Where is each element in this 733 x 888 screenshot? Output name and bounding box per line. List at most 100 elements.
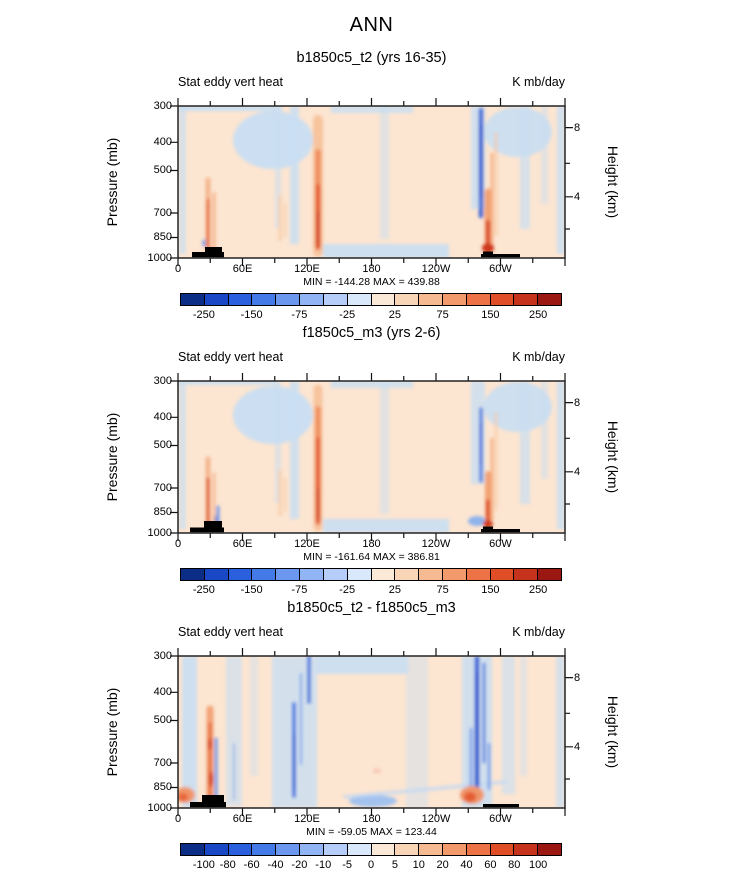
pressure-tick-labels: 300 400 500 700 850 1000 <box>128 650 172 814</box>
plot-frame <box>177 105 566 259</box>
axis-ticks <box>170 98 573 266</box>
longitude-tick: 60E <box>232 813 253 825</box>
pressure-tick: 400 <box>153 136 172 149</box>
pressure-axis-label: Pressure (mb) <box>104 687 120 777</box>
height-tick: 8 <box>574 121 581 134</box>
contour-plot-difference <box>170 648 573 816</box>
panel-difference: b1850c5_t2 - f1850c5_m3 Stat eddy vert h… <box>0 600 733 875</box>
colorbar-label: -20 <box>291 859 308 871</box>
height-tick: 4 <box>574 190 581 203</box>
contour-plot-b1850c5_t2 <box>170 98 573 266</box>
colorbar-label: -5 <box>342 859 353 871</box>
colorbar-label: -75 <box>291 309 308 321</box>
colorbar-label: 150 <box>481 584 500 596</box>
colorbar-label: 250 <box>528 309 548 321</box>
colorbar-segment <box>181 569 205 580</box>
colorbar-segment <box>347 569 372 580</box>
field-label: Stat eddy vert heat <box>178 350 283 364</box>
colorbar-label: -40 <box>267 859 284 871</box>
colorbar <box>180 843 562 856</box>
pressure-tick: 850 <box>153 781 172 794</box>
colorbar-labels: -250 -150 -75 -25 25 75 150 250 <box>180 309 562 321</box>
colorbar <box>180 293 562 306</box>
colorbar-segment <box>490 569 515 580</box>
colorbar-segment <box>276 294 301 305</box>
units-label: K mb/day <box>512 75 565 89</box>
colorbar-label: 25 <box>388 584 401 596</box>
colorbar-segment <box>204 844 229 855</box>
colorbar-segment <box>466 844 491 855</box>
height-tick: 4 <box>574 740 581 753</box>
longitude-tick: 120W <box>421 813 451 825</box>
colorbar-label: -25 <box>339 584 356 596</box>
colorbar-segment <box>442 844 467 855</box>
colorbar-label: -25 <box>339 309 356 321</box>
colorbar-segment <box>347 294 372 305</box>
units-label: K mb/day <box>512 625 565 639</box>
colorbar-label: 75 <box>436 309 449 321</box>
colorbar-segment <box>300 294 324 305</box>
cool-anomalies <box>178 106 565 258</box>
colorbar-segment <box>442 294 467 305</box>
longitude-tick: 60W <box>489 813 512 825</box>
plot-frame <box>177 380 566 534</box>
colorbar-label: -60 <box>243 859 260 871</box>
colorbar-label: 10 <box>412 859 425 871</box>
colorbar-labels: -100 -80 -60 -40 -20 -10 -5 0 5 10 20 40 60 80 100 <box>180 859 562 871</box>
height-tick: 8 <box>574 396 581 409</box>
min-max-stats: MIN = -161.64 MAX = 386.81 <box>303 551 440 563</box>
colorbar-segment <box>228 844 253 855</box>
colorbar <box>180 568 562 581</box>
cool-jets <box>214 656 507 806</box>
plot-corner-labels: Stat eddy vert heat K mb/day <box>178 350 565 364</box>
colorbar-segment <box>395 844 420 855</box>
warm-core <box>483 520 493 528</box>
colorbar-label: -10 <box>315 859 332 871</box>
colorbar-label: 60 <box>484 859 497 871</box>
pressure-axis-label: Pressure (mb) <box>104 137 120 227</box>
contour-plot-f1850c5_m3 <box>170 373 573 541</box>
panel-b1850c5_t2: b1850c5_t2 (yrs 16-35) Stat eddy vert he… <box>0 50 733 325</box>
colorbar-segment <box>371 569 396 580</box>
warm-core <box>482 243 494 253</box>
colorbar-segment <box>228 569 253 580</box>
pressure-tick: 500 <box>153 714 172 727</box>
axis-ticks <box>170 373 573 541</box>
colorbar-label: 40 <box>460 859 473 871</box>
pressure-tick: 1000 <box>147 527 172 539</box>
pressure-tick: 850 <box>153 506 172 519</box>
colorbar-segment <box>419 844 443 855</box>
longitude-tick: 120W <box>421 538 451 550</box>
colorbar-segment <box>300 569 324 580</box>
min-max-stats: MIN = -59.05 MAX = 123.44 <box>306 826 437 838</box>
pressure-axis-label: Pressure (mb) <box>104 412 120 502</box>
plot-frame <box>177 655 566 809</box>
panel-title: b1850c5_t2 - f1850c5_m3 <box>287 600 456 616</box>
colorbar-segment <box>538 294 561 305</box>
colorbar-segment <box>228 294 253 305</box>
longitude-tick: 60W <box>489 263 512 275</box>
colorbar-label: -250 <box>192 309 215 321</box>
topography <box>192 247 520 258</box>
colorbar-segment <box>323 294 348 305</box>
colorbar-segment <box>490 294 515 305</box>
colorbar-label: -250 <box>192 584 215 596</box>
colorbar-segment <box>181 844 205 855</box>
colorbar-label: 250 <box>528 584 548 596</box>
colorbar-segment <box>466 569 491 580</box>
colorbar-label: 75 <box>436 584 449 596</box>
longitude-tick: 0 <box>174 813 182 825</box>
min-max-stats: MIN = -144.28 MAX = 439.88 <box>303 276 440 288</box>
longitude-tick: 120W <box>421 263 451 275</box>
colorbar-label: 25 <box>388 309 401 321</box>
colorbar-segment <box>395 569 420 580</box>
colorbar-segment <box>252 294 277 305</box>
colorbar-segment <box>538 569 561 580</box>
plot-corner-labels: Stat eddy vert heat K mb/day <box>178 75 565 89</box>
pressure-tick: 400 <box>153 686 172 699</box>
units-label: K mb/day <box>512 350 565 364</box>
axis-ticks <box>170 648 573 816</box>
height-axis-label: Height (km) <box>605 695 621 769</box>
